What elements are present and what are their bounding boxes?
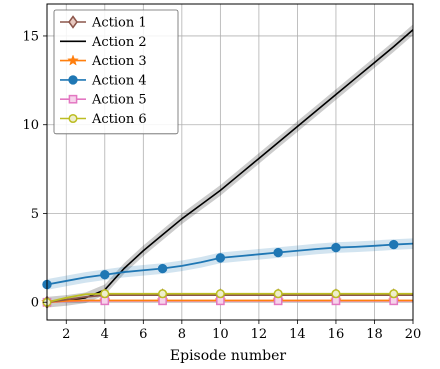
action-6-point xyxy=(215,289,225,299)
legend-swatch-marker xyxy=(68,113,78,124)
action-4-point xyxy=(100,270,110,280)
action-6-point xyxy=(331,289,341,299)
action-4-point xyxy=(157,263,168,274)
action-2-line xyxy=(46,29,414,304)
action-4-point xyxy=(331,242,341,253)
action-5-point xyxy=(331,296,341,306)
x-tick-label: 2 xyxy=(62,327,70,342)
legend-entry-action-1: Action 1 xyxy=(60,15,147,31)
x-tick-label: 16 xyxy=(328,327,345,342)
action-5-point xyxy=(389,296,399,306)
legend-entry-action-4: Action 4 xyxy=(60,73,147,88)
confidence-bands xyxy=(47,24,413,308)
legend-label: Action 4 xyxy=(91,73,147,88)
legend-swatch-marker xyxy=(68,75,78,85)
action-4-markers xyxy=(42,239,399,290)
action-6-point xyxy=(389,289,399,299)
y-tick-label: 0 xyxy=(31,296,39,311)
y-tick-label: 10 xyxy=(22,118,39,133)
action-4-point xyxy=(215,253,226,263)
action-4-point xyxy=(273,247,283,258)
action-6-point xyxy=(158,289,168,299)
action-5-point xyxy=(273,296,283,306)
x-tick-label: 14 xyxy=(289,327,306,342)
legend-entry-action-2: Action 2 xyxy=(60,35,147,50)
action-4-band xyxy=(47,238,413,290)
x-tick-label: 4 xyxy=(101,327,109,342)
y-tick-label: 15 xyxy=(22,29,39,44)
legend-swatch-marker xyxy=(68,15,78,29)
action-5-point xyxy=(158,296,167,306)
legend-label: Action 5 xyxy=(91,93,147,108)
action-6-point xyxy=(100,289,110,299)
legend-entry-action-3: Action 3 xyxy=(60,54,147,69)
legend-swatch-marker xyxy=(67,54,79,66)
action-6-point xyxy=(273,289,283,299)
x-tick-label: 6 xyxy=(139,327,147,342)
legend-entry-action-5: Action 5 xyxy=(60,93,147,108)
plot-frame xyxy=(46,3,414,321)
legend: Action 1 Action 2 Action 3 Action 4 Action 5… xyxy=(53,9,179,135)
x-tick-label: 18 xyxy=(366,327,383,342)
x-axis-label: Episode number xyxy=(170,348,287,364)
legend-swatch-marker xyxy=(68,94,78,104)
x-tick-label: 10 xyxy=(212,327,229,342)
legend-label: Action 1 xyxy=(91,16,147,31)
legend-label: Action 2 xyxy=(91,35,147,50)
action-4-point xyxy=(389,239,399,250)
x-tick-label: 12 xyxy=(251,327,268,342)
legend-label: Action 3 xyxy=(91,54,147,69)
legend-entry-action-6: Action 6 xyxy=(60,112,147,127)
action-5-point xyxy=(216,296,225,306)
axis-ticks: 2 4 6 8 10 12 14 16 18 20 0 5 10 15 xyxy=(22,29,421,342)
x-tick-label: 8 xyxy=(178,327,186,342)
action-5-point xyxy=(100,296,110,306)
y-tick-label: 5 xyxy=(31,207,39,222)
legend-label: Action 6 xyxy=(91,112,147,127)
x-tick-label: 20 xyxy=(405,327,422,342)
